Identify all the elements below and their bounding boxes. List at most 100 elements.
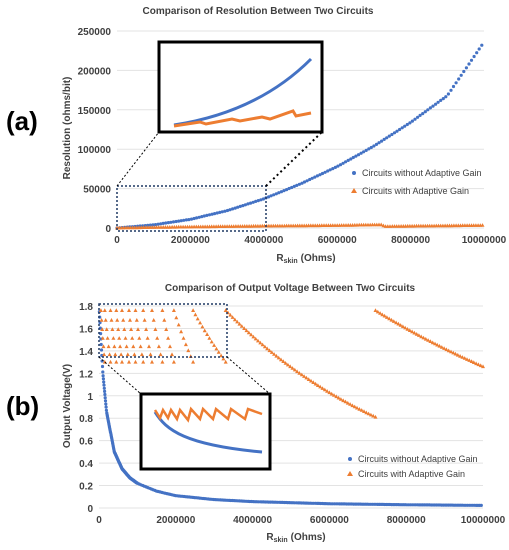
chart-a-point-with <box>381 223 386 228</box>
chart-a-point-without <box>285 188 289 192</box>
chart-b-point-with <box>357 407 362 411</box>
chart-b-point-with <box>318 384 323 389</box>
chart-b-point-with <box>144 327 149 331</box>
chart-a-x-ticks: 0 2000000 4000000 6000000 8000000 10000000 <box>114 235 506 246</box>
chart-a-point-with <box>379 222 384 227</box>
chart-b-point-with <box>453 351 458 356</box>
chart-b-point-with <box>262 344 267 349</box>
chart-a-point-without <box>187 218 191 222</box>
chart-b-point-with <box>304 375 309 380</box>
chart-b-y-tick-label: 1.2 <box>79 369 93 380</box>
chart-b-point-with <box>168 344 172 349</box>
chart-b-point-with <box>366 411 371 416</box>
chart-b-point-with <box>384 315 389 319</box>
chart-a-xlabel: Rskin (Ohms) <box>276 253 335 265</box>
chart-a-legend: Circuits without Adaptive Gain Circuits … <box>351 168 482 196</box>
chart-b-point-with <box>158 352 163 357</box>
chart-b-point-with <box>265 346 270 351</box>
chart-b-point-with <box>299 372 304 377</box>
chart-b-point-with <box>437 343 442 348</box>
chart-a-point-without <box>153 223 158 227</box>
chart-a-point-without <box>228 208 232 212</box>
chart-b-point-with <box>141 359 146 364</box>
chart-a-inset <box>157 40 324 134</box>
chart-b-point-without <box>103 389 107 393</box>
chart-b-y-tick-label: 1 <box>87 392 93 403</box>
chart-a-point-without <box>220 210 224 214</box>
chart-a-point-without <box>174 219 178 224</box>
chart-b-point-with <box>124 344 129 349</box>
chart-b-point-with <box>465 357 469 361</box>
chart-b-point-without <box>99 348 104 352</box>
chart-b-point-with <box>329 391 334 396</box>
chart-a-point-without <box>243 203 247 207</box>
chart-b-point-with <box>338 397 343 401</box>
chart-b-point-with <box>141 308 146 312</box>
chart-b-point-with <box>205 332 210 336</box>
chart-a-point-without <box>454 81 458 85</box>
chart-b-point-with <box>403 325 408 330</box>
chart-b-point-without <box>101 377 105 381</box>
chart-b-point-with <box>145 336 150 340</box>
chart-a-point-without <box>457 77 461 81</box>
chart-b-point-with <box>382 313 387 318</box>
chart-b-point-with <box>442 346 447 350</box>
chart-b-point-with <box>148 352 153 357</box>
chart-b-point-without <box>104 408 108 412</box>
chart-b-inset-with-curve <box>153 406 263 423</box>
chart-b-point-with <box>435 342 440 347</box>
chart-b-point-with <box>430 340 435 345</box>
chart-b-point-with <box>373 308 378 312</box>
chart-b-point-with <box>98 308 103 312</box>
chart-a-point-without <box>449 88 453 92</box>
chart-b-point-with <box>359 408 364 412</box>
chart-b-point-without <box>99 332 103 336</box>
chart-b-point-with <box>433 341 437 346</box>
chart-a-point-without <box>215 211 219 215</box>
chart-a-point-without <box>398 127 402 132</box>
chart-a-point-without <box>290 185 294 190</box>
chart-b-point-with <box>166 336 171 340</box>
chart-b: Comparison of Output Voltage Between Two… <box>6 283 506 544</box>
legend-a-label-without: Circuits without Adaptive Gain <box>362 168 482 178</box>
chart-a-point-without <box>184 218 188 222</box>
chart-b-point-with <box>249 332 254 337</box>
chart-a-y-tick-label: 250000 <box>78 27 112 38</box>
chart-a-y-tick-label: 50000 <box>83 185 111 196</box>
chart-b-point-with <box>341 398 346 403</box>
chart-b-point-with <box>251 334 256 339</box>
chart-b-point-with <box>193 312 198 317</box>
chart-b-point-with <box>478 363 483 368</box>
chart-b-point-with <box>123 336 128 340</box>
chart-a-point-without <box>392 131 397 135</box>
chart-a-point-without <box>472 54 476 59</box>
chart-a-point-without <box>277 191 281 195</box>
chart-b-point-with <box>116 327 121 331</box>
chart-b-point-without <box>104 402 108 406</box>
chart-b-point-with <box>306 377 311 381</box>
chart-b-point-with <box>352 404 357 409</box>
chart-b-point-with <box>292 367 297 372</box>
chart-a-point-without <box>192 216 196 221</box>
chart-b-point-with <box>455 352 460 357</box>
chart-b-point-with <box>202 328 207 333</box>
chart-b-zoom-region <box>98 303 228 358</box>
chart-b-point-with <box>279 357 283 362</box>
chart-b-point-with <box>114 308 119 312</box>
chart-a-point-without <box>249 201 253 205</box>
chart-a-point-without <box>395 129 399 133</box>
panel-label-a: (a) <box>6 106 38 136</box>
chart-b-point-with <box>345 400 350 405</box>
chart-b-point-with <box>221 356 226 361</box>
chart-a-point-without <box>305 179 309 183</box>
chart-a-ylabel: Resolution (ohms/bit) <box>62 77 73 180</box>
chart-a-x-tick-label: 10000000 <box>462 235 507 246</box>
chart-b-point-with <box>451 350 456 355</box>
chart-b-point-with <box>171 308 176 312</box>
chart-b-point-with <box>129 327 134 331</box>
chart-b-point-with <box>276 355 281 360</box>
chart-a-point-without <box>421 112 425 116</box>
chart-b-ylabel: Output Voltage(V) <box>62 364 73 448</box>
chart-b-point-without <box>102 383 106 387</box>
chart-a-point-without <box>179 219 183 223</box>
